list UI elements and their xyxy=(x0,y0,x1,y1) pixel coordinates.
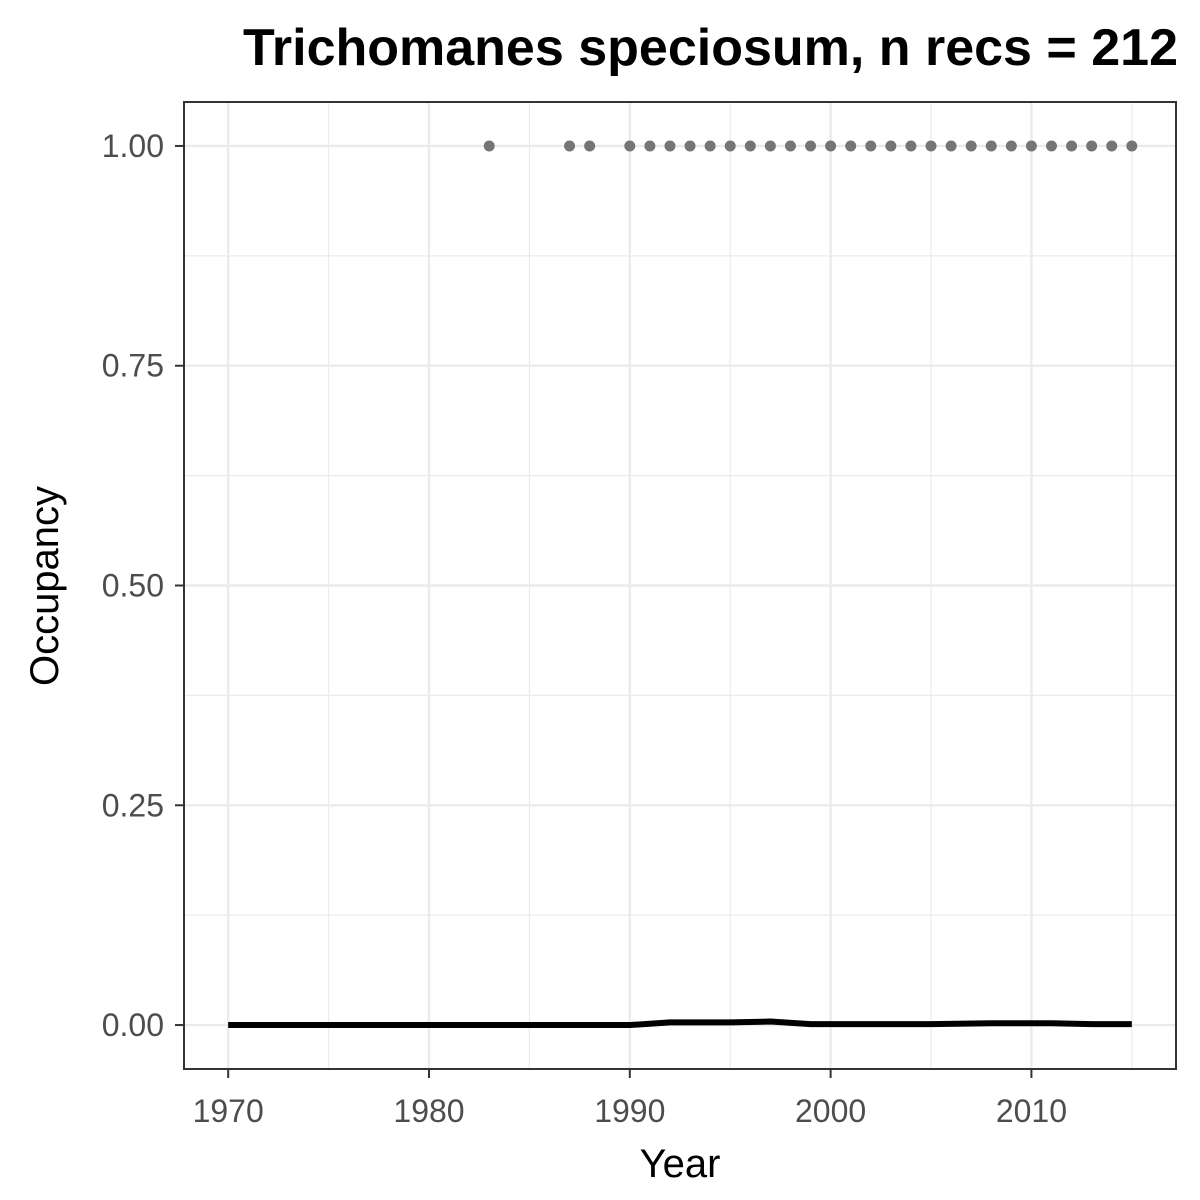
data-point xyxy=(1086,140,1098,152)
trend-line-layer xyxy=(228,1018,1132,1029)
data-point xyxy=(784,140,796,152)
y-tick-label: 0.75 xyxy=(102,348,164,384)
data-point xyxy=(825,140,837,152)
y-tick-label: 0.25 xyxy=(102,787,164,823)
x-axis: 1970 1980 1990 2000 2010 xyxy=(193,1069,1067,1129)
y-tick-label: 0.50 xyxy=(102,568,164,604)
y-tick-label: 0.00 xyxy=(102,1007,164,1043)
data-point xyxy=(1126,140,1138,152)
data-point xyxy=(865,140,877,152)
data-point xyxy=(845,140,857,152)
data-point xyxy=(624,140,636,152)
data-point xyxy=(724,140,736,152)
x-tick-label: 1970 xyxy=(193,1093,264,1129)
data-point xyxy=(684,140,696,152)
data-point xyxy=(805,140,817,152)
data-point xyxy=(584,140,596,152)
data-point xyxy=(885,140,897,152)
x-tick-label: 1980 xyxy=(393,1093,464,1129)
data-point xyxy=(905,140,917,152)
data-point xyxy=(1045,140,1057,152)
data-point xyxy=(1066,140,1078,152)
y-axis: 0.00 0.25 0.50 0.75 1.00 xyxy=(102,128,184,1043)
data-point xyxy=(1025,140,1037,152)
data-point xyxy=(1106,140,1118,152)
data-point xyxy=(925,140,937,152)
x-axis-title: Year xyxy=(640,1142,721,1186)
y-tick-label: 1.00 xyxy=(102,128,164,164)
x-tick-label: 1990 xyxy=(594,1093,665,1129)
x-tick-label: 2010 xyxy=(996,1093,1067,1129)
points-layer xyxy=(483,140,1138,152)
data-point xyxy=(764,140,776,152)
occupancy-trend-line xyxy=(228,1018,1132,1029)
data-point xyxy=(744,140,756,152)
data-point xyxy=(985,140,997,152)
data-point xyxy=(664,140,676,152)
y-axis-title: Occupancy xyxy=(23,486,67,686)
x-tick-label: 2000 xyxy=(795,1093,866,1129)
data-point xyxy=(1005,140,1017,152)
data-point xyxy=(483,140,495,152)
chart-title: Trichomanes speciosum, n recs = 212 xyxy=(243,19,1178,77)
data-point xyxy=(965,140,977,152)
data-point xyxy=(644,140,656,152)
data-point xyxy=(945,140,957,152)
data-point xyxy=(564,140,576,152)
data-point xyxy=(704,140,716,152)
